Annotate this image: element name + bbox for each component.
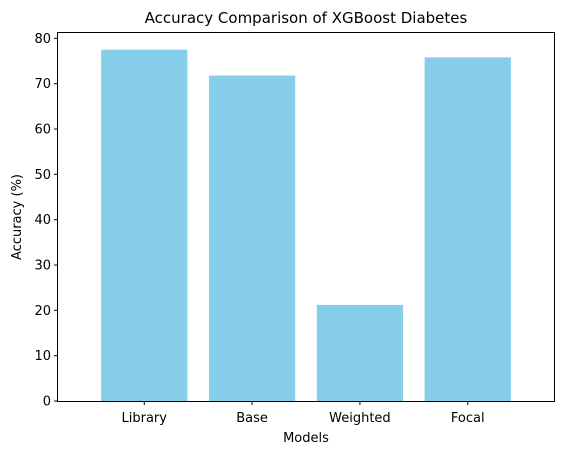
x-axis-label: Models	[283, 431, 329, 446]
x-tick-label: Library	[122, 411, 168, 426]
y-tick-label: 60	[34, 123, 51, 138]
chart-title: Accuracy Comparison of XGBoost Diabetes	[145, 9, 468, 27]
x-tick-label: Focal	[451, 411, 485, 426]
x-tick-label: Weighted	[329, 411, 391, 426]
bar-library	[101, 49, 188, 402]
plot-frame	[57, 32, 555, 402]
y-tick-label: 80	[34, 32, 51, 47]
y-axis-label: Accuracy (%)	[10, 174, 25, 260]
y-axis-ticks: 0 10 20 30 40 50 60 70 80	[34, 32, 58, 410]
y-tick-label: 40	[34, 213, 51, 228]
y-tick-label: 20	[34, 304, 51, 319]
y-tick-label: 10	[34, 349, 51, 364]
y-tick-label: 30	[34, 259, 51, 274]
x-axis-ticks: Library Base Weighted Focal	[122, 401, 485, 426]
bar-focal	[424, 57, 511, 402]
x-tick-label: Base	[236, 411, 268, 426]
bars-group	[101, 49, 511, 402]
y-tick-label: 0	[43, 395, 51, 410]
bar-weighted	[316, 304, 404, 401]
y-tick-label: 70	[34, 77, 51, 92]
y-tick-label: 50	[34, 168, 51, 183]
bar-base	[208, 75, 296, 401]
